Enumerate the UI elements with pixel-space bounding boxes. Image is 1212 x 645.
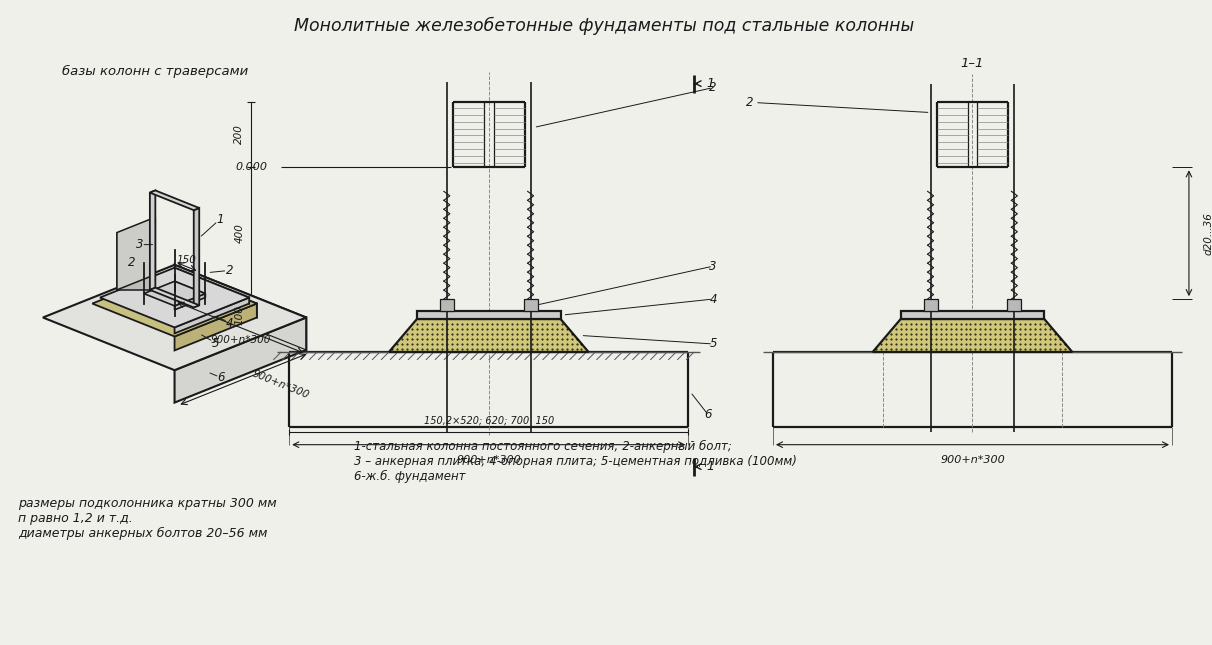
Text: 900+n*300: 900+n*300: [251, 368, 310, 400]
Bar: [1007, 299, 1022, 311]
Polygon shape: [116, 233, 150, 290]
Polygon shape: [150, 190, 155, 290]
Text: 150: 150: [177, 255, 196, 265]
Text: 5: 5: [709, 337, 718, 350]
Bar: [924, 299, 938, 311]
Polygon shape: [175, 297, 250, 333]
Polygon shape: [116, 217, 155, 290]
Polygon shape: [175, 265, 307, 350]
Text: 100: 100: [234, 306, 245, 326]
Text: 150,2×520; 620; 700  150: 150,2×520; 620; 700 150: [424, 416, 554, 426]
Polygon shape: [175, 293, 205, 310]
Text: 4: 4: [227, 317, 234, 330]
Text: 2: 2: [128, 257, 136, 270]
Text: Монолитные железобетонные фундаменты под стальные колонны: Монолитные железобетонные фундаменты под…: [295, 17, 915, 35]
Polygon shape: [873, 319, 1073, 352]
Polygon shape: [42, 265, 307, 370]
Text: 3: 3: [136, 238, 143, 251]
Text: 1: 1: [707, 460, 714, 473]
Text: 0.000: 0.000: [235, 163, 268, 172]
Text: 2: 2: [745, 96, 753, 109]
Polygon shape: [175, 271, 257, 317]
Bar: [440, 299, 453, 311]
Polygon shape: [194, 208, 199, 308]
Text: 200: 200: [234, 124, 245, 144]
Polygon shape: [92, 271, 257, 337]
Text: 900+n*300: 900+n*300: [457, 455, 521, 464]
Text: 1: 1: [216, 213, 224, 226]
Text: базы колонн с траверсами: базы колонн с траверсами: [62, 65, 248, 78]
Text: 4: 4: [709, 293, 718, 306]
Polygon shape: [150, 288, 199, 308]
Text: 3: 3: [709, 260, 718, 273]
Bar: [417, 311, 561, 319]
Bar: [524, 299, 538, 311]
Text: 6: 6: [704, 408, 711, 421]
Polygon shape: [99, 268, 250, 328]
Text: 5: 5: [211, 337, 219, 350]
Polygon shape: [144, 281, 205, 306]
Text: 400: 400: [234, 223, 245, 243]
Text: 900+n*300: 900+n*300: [210, 335, 270, 344]
Polygon shape: [175, 304, 257, 350]
Text: 1–1: 1–1: [961, 57, 984, 70]
Text: размеры подколонника кратны 300 мм
п равно 1,2 и т.д.
диаметры анкерных болтов 2: размеры подколонника кратны 300 мм п рав…: [18, 497, 276, 540]
Text: 6: 6: [218, 372, 225, 384]
Polygon shape: [389, 319, 589, 352]
Bar: [901, 311, 1045, 319]
Polygon shape: [150, 190, 199, 210]
Text: 2: 2: [225, 264, 233, 277]
Polygon shape: [175, 281, 205, 297]
Text: 1-стальная колонна постоянного сечения; 2-анкерный болт;
3 – анкерная плитка; 4-: 1-стальная колонна постоянного сечения; …: [354, 440, 797, 483]
Text: 2: 2: [709, 81, 718, 94]
Polygon shape: [175, 317, 307, 402]
Polygon shape: [175, 268, 250, 304]
Text: 900+n*300: 900+n*300: [941, 455, 1005, 464]
Text: d20...36: d20...36: [1204, 212, 1212, 255]
Text: 1: 1: [707, 77, 714, 90]
